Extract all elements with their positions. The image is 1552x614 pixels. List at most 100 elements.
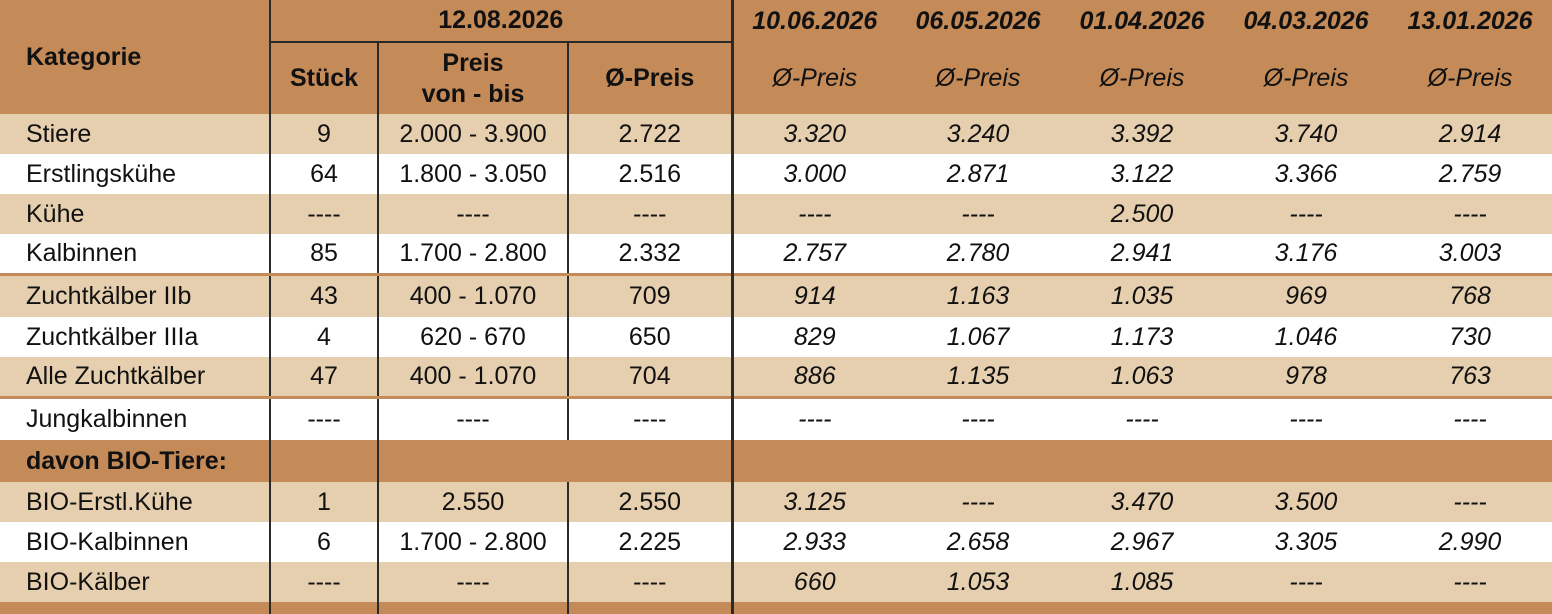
row-history-avg: ---- bbox=[730, 395, 897, 440]
header-kategorie: Kategorie bbox=[26, 42, 142, 71]
row-history-avg: ---- bbox=[1224, 562, 1389, 602]
row-category: Alle Zuchtkälber bbox=[0, 357, 270, 397]
row-history-avg: 763 bbox=[1388, 357, 1552, 397]
row-history-avg: 3.470 bbox=[1060, 482, 1225, 522]
header-history-sub: Ø-Preis bbox=[730, 42, 897, 114]
row-history-avg: 1.063 bbox=[1060, 357, 1225, 397]
header-stueck: Stück bbox=[269, 42, 378, 114]
row-price-range: 1.700 - 2.800 bbox=[377, 234, 568, 274]
table-row: Zuchtkälber IIb 43 400 - 1.070 709 914 1.163 1… bbox=[0, 272, 1552, 317]
row-history-avg: 768 bbox=[1388, 272, 1552, 317]
row-price-range: 620 - 670 bbox=[377, 317, 568, 357]
row-history-avg: 1.046 bbox=[1224, 317, 1389, 357]
row-history-avg: 3.320 bbox=[730, 114, 897, 154]
row-avg-price: ---- bbox=[566, 395, 733, 440]
row-avg-price: 2.225 bbox=[566, 522, 733, 562]
row-avg-price: 650 bbox=[566, 317, 733, 357]
row-stueck: ---- bbox=[269, 395, 378, 440]
header-history-sub: Ø-Preis bbox=[1427, 63, 1513, 92]
row-history-avg: 1.163 bbox=[896, 272, 1061, 317]
row-avg-price: 709 bbox=[566, 272, 733, 317]
row-history-avg: 660 bbox=[730, 562, 897, 602]
row-history-avg: 1.053 bbox=[896, 562, 1061, 602]
row-stueck: 9 bbox=[269, 114, 378, 154]
row-history-avg: 3.740 bbox=[1224, 114, 1389, 154]
row-history-avg: 1.173 bbox=[1060, 317, 1225, 357]
table-row: Erstlingskühe 64 1.800 - 3.050 2.516 3.000 2.… bbox=[0, 154, 1552, 194]
row-category: BIO-Kälber bbox=[0, 562, 270, 602]
row-history-avg: 2.500 bbox=[1060, 194, 1225, 234]
table-row: BIO-Kälber ---- ---- ---- 660 1.053 1.085 ---- -… bbox=[0, 562, 1552, 602]
row-history-avg: 2.757 bbox=[730, 234, 897, 274]
row-history-avg: 978 bbox=[1224, 357, 1389, 397]
row-history-avg: 3.176 bbox=[1224, 234, 1389, 274]
bio-rows: BIO-Erstl.Kühe 1 2.550 2.550 3.125 ---- 3.470 3… bbox=[0, 482, 1552, 602]
header-history-date: 06.05.2026 bbox=[915, 6, 1041, 35]
header-history-sub: Ø-Preis bbox=[935, 63, 1021, 92]
row-category: BIO-Kalbinnen bbox=[0, 522, 270, 562]
row-history-avg: 1.067 bbox=[896, 317, 1061, 357]
table-row: Alle Zuchtkälber 47 400 - 1.070 704 886 1.135… bbox=[0, 357, 1552, 397]
row-history-avg: 2.759 bbox=[1388, 154, 1552, 194]
row-price-range: 2.000 - 3.900 bbox=[377, 114, 568, 154]
bio-header: davon BIO-Tiere: bbox=[0, 440, 270, 482]
header-history-sub: Ø-Preis bbox=[1263, 63, 1349, 92]
row-history-avg: 3.122 bbox=[1060, 154, 1225, 194]
row-category: BIO-Erstl.Kühe bbox=[0, 482, 270, 522]
row-history-avg: 3.000 bbox=[730, 154, 897, 194]
row-history-avg: 2.780 bbox=[896, 234, 1061, 274]
row-history-avg: ---- bbox=[1060, 395, 1225, 440]
row-stueck: 43 bbox=[269, 272, 378, 317]
row-stueck: 85 bbox=[269, 234, 378, 274]
row-history-avg: 1.085 bbox=[1060, 562, 1225, 602]
row-history-avg: 2.933 bbox=[730, 522, 897, 562]
table-footer bbox=[0, 602, 1552, 614]
row-history-avg: 3.392 bbox=[1060, 114, 1225, 154]
row-stueck: ---- bbox=[269, 194, 378, 234]
row-stueck: 64 bbox=[269, 154, 378, 194]
header-history-date: 10.06.2026 bbox=[730, 0, 897, 42]
row-price-range: 2.550 bbox=[377, 482, 568, 522]
row-avg-price: ---- bbox=[566, 194, 733, 234]
row-stueck: 4 bbox=[269, 317, 378, 357]
row-history-avg: ---- bbox=[1224, 194, 1389, 234]
bio-section: davon BIO-Tiere: bbox=[0, 440, 1552, 482]
row-history-avg: ---- bbox=[1388, 562, 1552, 602]
row-stueck: 6 bbox=[269, 522, 378, 562]
row-price-range: ---- bbox=[377, 562, 568, 602]
header-preis: Preis von - bis bbox=[377, 42, 568, 114]
header-history-date: 04.03.2026 bbox=[1243, 6, 1369, 35]
row-history-avg: 886 bbox=[730, 357, 897, 397]
row-avg-price: 2.516 bbox=[566, 154, 733, 194]
row-history-avg: 1.135 bbox=[896, 357, 1061, 397]
table-row: Jungkalbinnen ---- ---- ---- ---- ---- ---- ---… bbox=[0, 395, 1552, 440]
row-price-range: ---- bbox=[377, 194, 568, 234]
row-category: Zuchtkälber IIb bbox=[0, 272, 270, 317]
row-history-avg: 2.658 bbox=[896, 522, 1061, 562]
row-avg-price: 2.550 bbox=[566, 482, 733, 522]
row-price-range: 1.700 - 2.800 bbox=[377, 522, 568, 562]
row-history-avg: 1.035 bbox=[1060, 272, 1225, 317]
row-price-range: 400 - 1.070 bbox=[377, 272, 568, 317]
row-history-avg: 829 bbox=[730, 317, 897, 357]
row-history-avg: 3.003 bbox=[1388, 234, 1552, 274]
row-category: Stiere bbox=[0, 114, 270, 154]
header-avg-preis: Ø-Preis bbox=[566, 42, 733, 114]
row-category: Erstlingskühe bbox=[0, 154, 270, 194]
row-avg-price: ---- bbox=[566, 562, 733, 602]
row-history-avg: ---- bbox=[1388, 395, 1552, 440]
header-preis-line1: Preis bbox=[442, 48, 504, 77]
row-history-avg: 914 bbox=[730, 272, 897, 317]
table-row: BIO-Erstl.Kühe 1 2.550 2.550 3.125 ---- 3.470 3… bbox=[0, 482, 1552, 522]
row-history-avg: ---- bbox=[1224, 395, 1389, 440]
header-current-date: 12.08.2026 bbox=[268, 0, 733, 43]
row-history-avg: 3.125 bbox=[730, 482, 897, 522]
header-history-date: 01.04.2026 bbox=[1079, 6, 1205, 35]
row-price-range: 1.800 - 3.050 bbox=[377, 154, 568, 194]
row-history-avg: ---- bbox=[1388, 194, 1552, 234]
row-history-avg: ---- bbox=[1388, 482, 1552, 522]
row-category: Kalbinnen bbox=[0, 234, 270, 274]
row-history-avg: 2.871 bbox=[896, 154, 1061, 194]
row-history-avg: 3.500 bbox=[1224, 482, 1389, 522]
